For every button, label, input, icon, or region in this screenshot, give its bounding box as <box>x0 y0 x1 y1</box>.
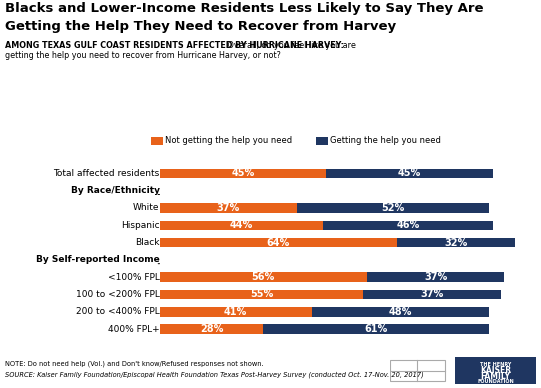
Text: Getting the Help They Need to Recover from Harvey: Getting the Help They Need to Recover fr… <box>5 20 397 33</box>
Text: 64%: 64% <box>267 237 290 248</box>
Text: 41%: 41% <box>224 307 247 317</box>
Text: Hispanic: Hispanic <box>121 221 160 230</box>
Bar <box>160 324 263 334</box>
Text: Black: Black <box>135 238 160 247</box>
Bar <box>160 203 296 213</box>
Text: 48%: 48% <box>389 307 412 317</box>
Text: Getting the help you need: Getting the help you need <box>330 135 441 145</box>
Bar <box>160 168 326 178</box>
Text: 44%: 44% <box>229 220 253 230</box>
Text: Total affected residents: Total affected residents <box>54 169 160 178</box>
Text: SOURCE: Kaiser Family Foundation/Episcopal Health Foundation Texas Post-Harvey S: SOURCE: Kaiser Family Foundation/Episcop… <box>5 371 424 378</box>
Bar <box>160 238 397 247</box>
Text: By Race/Ethnicity: By Race/Ethnicity <box>70 186 160 195</box>
Text: THE HENRY: THE HENRY <box>480 362 511 367</box>
Text: White: White <box>133 203 160 213</box>
Bar <box>367 272 504 282</box>
Bar <box>160 307 312 317</box>
Text: 45%: 45% <box>232 168 255 178</box>
Text: 100 to <200% FPL: 100 to <200% FPL <box>76 290 160 299</box>
Text: 32%: 32% <box>445 237 467 248</box>
Text: Overall, do you feel like you are: Overall, do you feel like you are <box>225 41 355 50</box>
Text: 46%: 46% <box>396 220 419 230</box>
Text: 55%: 55% <box>250 289 273 300</box>
Text: Blacks and Lower-Income Residents Less Likely to Say They Are: Blacks and Lower-Income Residents Less L… <box>5 2 484 15</box>
Text: FAMILY: FAMILY <box>480 372 510 381</box>
Bar <box>397 238 516 247</box>
Text: 52%: 52% <box>381 203 405 213</box>
Text: By Self-reported Income: By Self-reported Income <box>36 255 160 264</box>
Text: 37%: 37% <box>424 272 447 282</box>
Text: KAISER: KAISER <box>480 366 511 375</box>
Text: 61%: 61% <box>365 324 388 334</box>
Bar <box>296 203 490 213</box>
Bar <box>312 307 490 317</box>
Text: NOTE: Do not need help (Vol.) and Don't know/Refused responses not shown.: NOTE: Do not need help (Vol.) and Don't … <box>5 360 264 367</box>
Bar <box>326 168 493 178</box>
Text: <100% FPL: <100% FPL <box>108 273 160 282</box>
Bar <box>160 290 364 299</box>
Text: 28%: 28% <box>200 324 223 334</box>
Text: Not getting the help you need: Not getting the help you need <box>165 135 292 145</box>
Text: getting the help you need to recover from Hurricane Harvey, or not?: getting the help you need to recover fro… <box>5 51 281 60</box>
Bar <box>160 272 367 282</box>
Text: 37%: 37% <box>216 203 240 213</box>
Text: 400% FPL+: 400% FPL+ <box>108 325 160 334</box>
Bar <box>263 324 490 334</box>
Text: 200 to <400% FPL: 200 to <400% FPL <box>76 307 160 316</box>
Text: 45%: 45% <box>398 168 421 178</box>
FancyBboxPatch shape <box>456 357 536 384</box>
Text: AMONG TEXAS GULF COAST RESIDENTS AFFECTED BY HURRICANE HARVEY:: AMONG TEXAS GULF COAST RESIDENTS AFFECTE… <box>5 41 344 50</box>
Text: 56%: 56% <box>252 272 275 282</box>
Bar <box>160 220 322 230</box>
Text: FOUNDATION: FOUNDATION <box>477 379 514 385</box>
Bar <box>322 220 493 230</box>
Bar <box>364 290 500 299</box>
Text: 37%: 37% <box>420 289 444 300</box>
